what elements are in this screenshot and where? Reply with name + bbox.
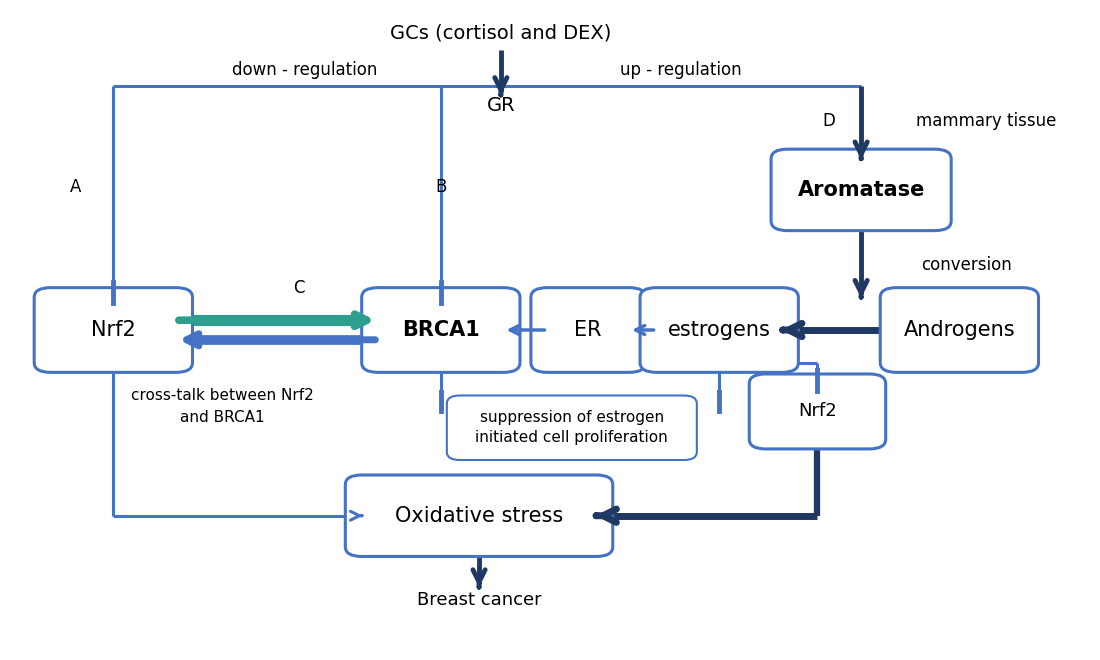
- FancyBboxPatch shape: [345, 475, 613, 556]
- Text: C: C: [294, 279, 305, 296]
- Text: up - regulation: up - regulation: [620, 61, 741, 79]
- Text: BRCA1: BRCA1: [402, 320, 480, 340]
- FancyBboxPatch shape: [771, 149, 952, 230]
- Text: mammary tissue: mammary tissue: [915, 112, 1056, 131]
- Text: suppression of estrogen: suppression of estrogen: [480, 411, 664, 426]
- Text: Nrf2: Nrf2: [799, 403, 837, 420]
- Text: down - regulation: down - regulation: [232, 61, 377, 79]
- Text: estrogens: estrogens: [668, 320, 771, 340]
- Text: ER: ER: [574, 320, 602, 340]
- Text: Breast cancer: Breast cancer: [417, 591, 541, 609]
- Text: Oxidative stress: Oxidative stress: [395, 506, 563, 526]
- Text: conversion: conversion: [921, 256, 1012, 274]
- Text: Androgens: Androgens: [903, 320, 1015, 340]
- FancyBboxPatch shape: [447, 395, 696, 460]
- Text: A: A: [69, 178, 80, 195]
- FancyBboxPatch shape: [749, 374, 886, 449]
- FancyBboxPatch shape: [34, 288, 192, 372]
- FancyBboxPatch shape: [880, 288, 1038, 372]
- Text: GR: GR: [486, 96, 515, 115]
- Text: Nrf2: Nrf2: [91, 320, 135, 340]
- Text: initiated cell proliferation: initiated cell proliferation: [475, 430, 668, 445]
- FancyBboxPatch shape: [362, 288, 520, 372]
- Text: and BRCA1: and BRCA1: [180, 411, 265, 426]
- Text: Aromatase: Aromatase: [798, 180, 925, 200]
- Text: GCs (cortisol and DEX): GCs (cortisol and DEX): [390, 24, 612, 43]
- Text: cross-talk between Nrf2: cross-talk between Nrf2: [131, 387, 314, 403]
- Text: B: B: [436, 178, 447, 195]
- Text: D: D: [822, 112, 835, 131]
- FancyBboxPatch shape: [640, 288, 799, 372]
- FancyBboxPatch shape: [531, 288, 646, 372]
